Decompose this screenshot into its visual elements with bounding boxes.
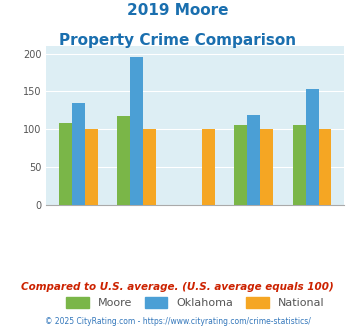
Bar — [118, 115, 130, 205]
Bar — [319, 129, 332, 205]
Bar — [293, 125, 306, 205]
Bar — [143, 129, 156, 205]
Bar — [234, 125, 247, 205]
Text: © 2025 CityRating.com - https://www.cityrating.com/crime-statistics/: © 2025 CityRating.com - https://www.city… — [45, 317, 310, 326]
Legend: Moore, Oklahoma, National: Moore, Oklahoma, National — [62, 292, 329, 313]
Bar — [130, 57, 143, 205]
Bar — [260, 129, 273, 205]
Bar — [85, 129, 98, 205]
Text: Compared to U.S. average. (U.S. average equals 100): Compared to U.S. average. (U.S. average … — [21, 282, 334, 292]
Bar — [247, 115, 260, 205]
Text: 2019 Moore: 2019 Moore — [127, 3, 228, 18]
Bar — [72, 103, 85, 205]
Bar — [59, 123, 72, 205]
Bar — [202, 129, 214, 205]
Bar — [306, 89, 319, 205]
Text: Property Crime Comparison: Property Crime Comparison — [59, 33, 296, 48]
